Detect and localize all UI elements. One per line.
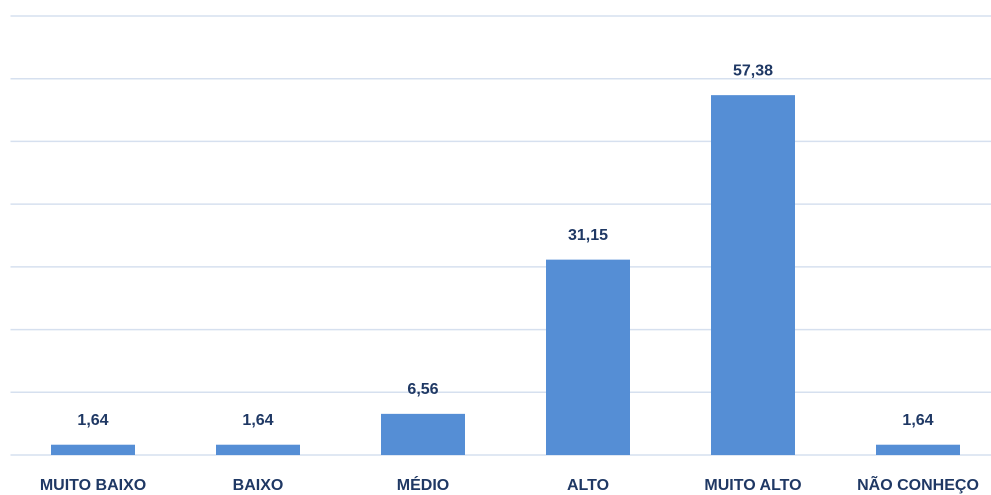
x-tick-label: ALTO	[567, 477, 609, 494]
x-tick-label: BAIXO	[233, 477, 284, 494]
data-label: 31,15	[568, 227, 608, 244]
data-label: 1,64	[242, 412, 273, 429]
bar	[546, 259, 630, 455]
bar	[876, 444, 960, 455]
bar	[216, 444, 300, 455]
x-tick-label: MÉDIO	[397, 475, 449, 494]
x-tick-label: MUITO BAIXO	[40, 477, 146, 494]
bar	[381, 413, 465, 455]
bar	[711, 95, 795, 455]
data-label: 1,64	[902, 412, 933, 429]
data-label: 6,56	[407, 381, 438, 398]
x-tick-label: NÃO CONHEÇO	[857, 474, 979, 494]
x-tick-label: MUITO ALTO	[704, 477, 801, 494]
data-label: 1,64	[77, 412, 108, 429]
data-label: 57,38	[733, 62, 773, 79]
bar	[51, 444, 135, 455]
